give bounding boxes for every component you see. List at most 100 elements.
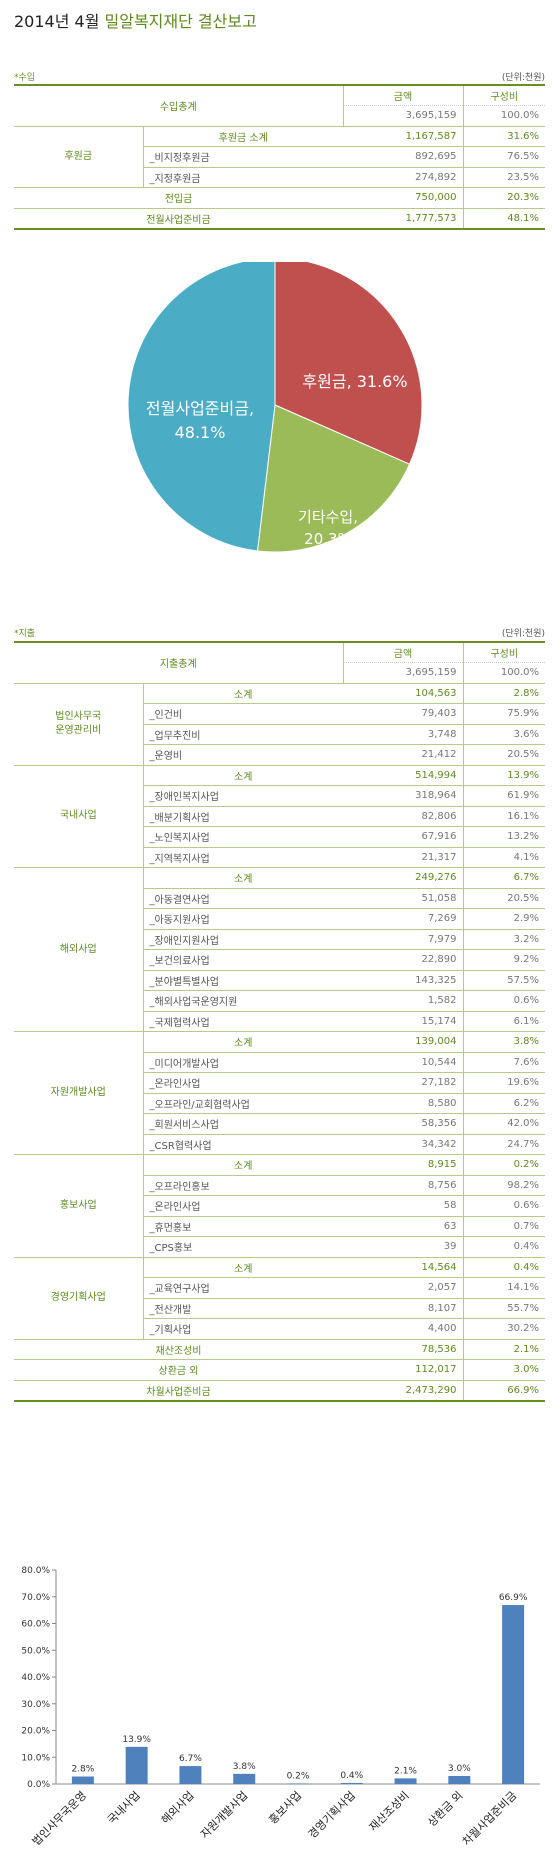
expense-row-label: _분야별특별사업 (143, 969, 343, 991)
bar-data-label: 2.1% (394, 1766, 417, 1776)
expense-row-label: _휴먼홍보 (143, 1215, 343, 1237)
expense-row-label: _온라인사업 (143, 1195, 343, 1216)
income-row-amount: 274,892 (343, 166, 463, 188)
expense-single-ratio: 3.0% (462, 1359, 545, 1380)
expense-row-ratio: 13.9% (462, 764, 545, 786)
income-row-label: _비지정후원금 (143, 146, 343, 167)
expense-row-ratio: 6.1% (462, 1010, 545, 1032)
expense-row-label: _아동지원사업 (143, 908, 343, 929)
expense-row-amount: 139,004 (343, 1031, 463, 1052)
income-single-amount: 1,777,573 (343, 207, 463, 229)
expense-row-amount: 104,563 (343, 682, 463, 704)
y-tick-label: 10.0% (21, 1753, 50, 1763)
expense-row-amount: 27,182 (343, 1072, 463, 1093)
title-org: 밀알복지재단 결산보고 (104, 12, 257, 31)
expense-row-ratio: 20.5% (462, 887, 545, 909)
expense-row-ratio: 2.9% (462, 908, 545, 929)
expense-group-name: 해외사업 (14, 867, 144, 1032)
expense-row-label: _국제협력사업 (143, 1010, 343, 1032)
expense-row-amount: 21,412 (343, 744, 463, 765)
expense-row-ratio: 6.2% (462, 1092, 545, 1114)
expense-row-ratio: 55.7% (462, 1297, 545, 1319)
income-row-amount: 1,167,587 (343, 125, 463, 147)
income-row-ratio: 23.5% (462, 166, 545, 188)
ratio-header: 구성비 (462, 641, 545, 663)
y-tick-label: 20.0% (21, 1727, 50, 1737)
expense-row-ratio: 0.7% (462, 1215, 545, 1237)
expense-group-name: 자원개발사업 (14, 1031, 144, 1155)
bar-data-label: 2.8% (71, 1765, 94, 1775)
amount-header: 금액 (343, 641, 463, 663)
income-group-donation: 후원금 (14, 125, 144, 188)
expense-row-ratio: 0.2% (462, 1154, 545, 1175)
expense-row-amount: 8,915 (343, 1154, 463, 1175)
expense-row-amount: 7,979 (343, 928, 463, 950)
expense-row-amount: 79,403 (343, 703, 463, 724)
bar-1 (125, 1746, 148, 1784)
expense-row-ratio: 0.6% (462, 990, 545, 1011)
expense-row-ratio: 3.2% (462, 928, 545, 950)
expense-row-amount: 67,916 (343, 826, 463, 847)
income-single-label: 전입금 (14, 187, 343, 208)
expense-row-label: _운영비 (143, 744, 343, 765)
expense-total-label: 지출총계 (14, 641, 344, 683)
y-tick-label: 30.0% (21, 1700, 50, 1710)
expense-row-label: 소계 (143, 867, 343, 888)
expense-row-amount: 1,582 (343, 990, 463, 1011)
expense-row-amount: 34,342 (343, 1133, 463, 1155)
x-category-label: 법인사무국운영 (30, 1789, 89, 1848)
x-category-label: 자원개발사업 (198, 1789, 250, 1841)
income-row-amount: 892,695 (343, 146, 463, 167)
expense-row-ratio: 19.6% (462, 1072, 545, 1093)
x-category-label: 경영기획사업 (306, 1789, 358, 1841)
expense-row-label: _노인복지사업 (143, 826, 343, 847)
expense-row-label: _오프라인/교회협력사업 (143, 1092, 343, 1114)
expense-group-name: 홍보사업 (14, 1154, 144, 1257)
expense-row-label: _회원서비스사업 (143, 1113, 343, 1134)
expense-row-amount: 2,057 (343, 1277, 463, 1298)
pie-label-carryover-name: 전월사업준비금, (146, 399, 254, 418)
income-table: 수입총계 금액 구성비 3,695,159 100.0% 후원금 후원금 소계 … (14, 84, 545, 230)
expense-group-name-line1: 법인사무국 (55, 711, 102, 722)
bar-data-label: 13.9% (122, 1735, 151, 1745)
pie-label-other-value: 20.3% (304, 530, 352, 548)
expense-row-amount: 82,806 (343, 805, 463, 827)
expense-group-name-line1: 경영기획사업 (50, 1292, 106, 1303)
expense-row-label: _교육연구사업 (143, 1277, 343, 1298)
expense-row-ratio: 24.7% (462, 1133, 545, 1155)
y-tick-label: 40.0% (21, 1673, 50, 1683)
income-row-label: _지정후원금 (143, 166, 343, 188)
bar-data-label: 3.8% (233, 1762, 256, 1772)
ratio-header: 구성비 (462, 84, 545, 106)
expense-group-name: 법인사무국 운영관리비 (14, 682, 144, 765)
expense-row-amount: 8,580 (343, 1092, 463, 1114)
expense-row-ratio: 3.6% (462, 723, 545, 745)
expense-row-label: _아동결연사업 (143, 887, 343, 909)
bar-6 (394, 1778, 417, 1784)
expense-section-label: *지출 (14, 629, 36, 639)
expense-row-amount: 21,317 (343, 846, 463, 868)
expense-row-amount: 514,994 (343, 764, 463, 786)
x-category-label: 해외사업 (158, 1788, 197, 1827)
expense-row-label: 소계 (143, 1256, 343, 1278)
expense-row-amount: 63 (343, 1215, 463, 1237)
expense-row-label: 소계 (143, 1154, 343, 1175)
income-unit: (단위:천원) (501, 73, 545, 83)
bar-8 (502, 1605, 525, 1784)
expense-row-label: _장애인복지사업 (143, 785, 343, 806)
bar-2 (179, 1766, 202, 1784)
bar-data-label: 66.9% (499, 1593, 528, 1603)
expense-group-name: 국내사업 (14, 764, 144, 868)
income-single-amount: 750,000 (343, 187, 463, 208)
expense-row-label: _배분기획사업 (143, 805, 343, 827)
y-tick-label: 0.0% (27, 1780, 50, 1790)
expense-row-ratio: 61.9% (462, 785, 545, 806)
expense-row-amount: 14,564 (343, 1256, 463, 1278)
expense-row-amount: 10,544 (343, 1051, 463, 1073)
bar-3 (233, 1773, 256, 1784)
x-category-label: 상환금 외 (425, 1789, 465, 1829)
expense-row-amount: 249,276 (343, 867, 463, 888)
expense-row-ratio: 98.2% (462, 1174, 545, 1196)
page-title: 2014년 4월 밀알복지재단 결산보고 (14, 8, 257, 32)
expense-row-label: 소계 (143, 682, 343, 704)
